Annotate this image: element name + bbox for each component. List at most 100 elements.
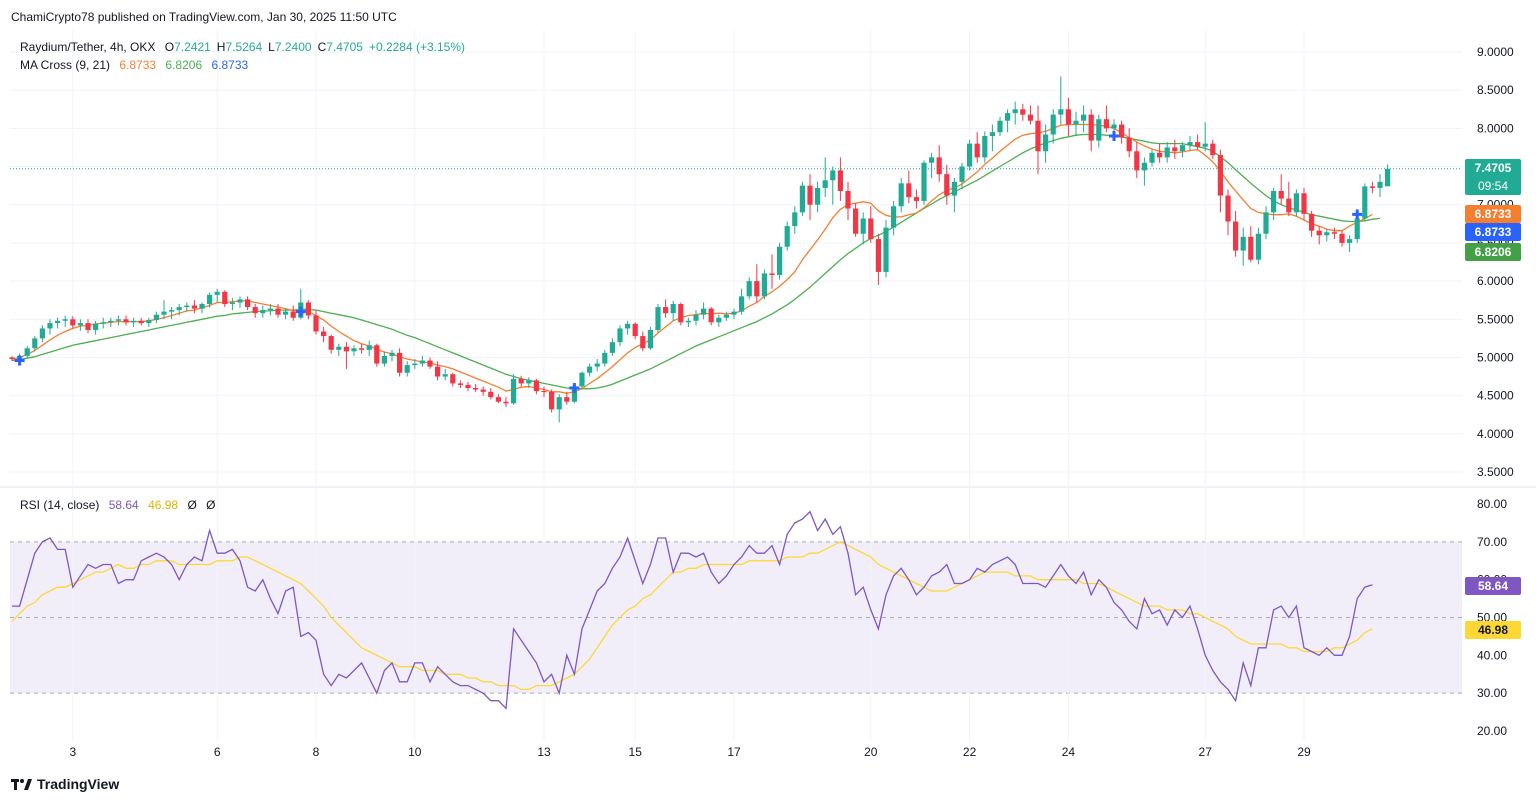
candle xyxy=(609,342,615,353)
candle xyxy=(419,360,425,364)
countdown-tag: 09:54 xyxy=(1465,177,1521,195)
ma-fast-tag: 6.8733 xyxy=(1465,205,1521,223)
rsi-ma-value: 46.98 xyxy=(148,498,179,512)
candle xyxy=(625,323,631,329)
candle xyxy=(1347,239,1353,243)
candle xyxy=(62,319,68,321)
candle xyxy=(1233,221,1239,251)
candle xyxy=(571,386,577,402)
candle xyxy=(237,299,243,303)
ma-slow-value: 6.8206 xyxy=(165,58,203,72)
candle xyxy=(731,311,737,315)
candle xyxy=(1255,233,1261,260)
rsi-tick-label: 30.00 xyxy=(1477,686,1507,700)
candle xyxy=(1103,119,1109,129)
candle xyxy=(267,308,273,311)
candle xyxy=(305,302,311,316)
candle xyxy=(815,187,821,205)
candle xyxy=(1081,114,1087,121)
candle xyxy=(283,311,289,315)
candle xyxy=(1354,218,1360,240)
candle xyxy=(1179,145,1185,152)
ma-cross-value: 6.8733 xyxy=(211,58,249,72)
candle xyxy=(229,302,235,304)
candle xyxy=(161,311,167,315)
candle xyxy=(822,180,828,188)
candle xyxy=(663,307,669,314)
footer-brand[interactable]: TradingView xyxy=(11,776,119,792)
candle xyxy=(723,314,729,318)
time-tick-label: 27 xyxy=(1199,745,1213,759)
candle xyxy=(100,322,106,324)
ma-label[interactable]: MA Cross (9, 21) xyxy=(20,58,111,72)
candle xyxy=(769,273,775,275)
candle xyxy=(898,183,904,207)
tradingview-logo-icon xyxy=(11,779,32,790)
candle xyxy=(1065,109,1071,125)
candle xyxy=(191,305,197,309)
candle xyxy=(777,246,783,275)
rsi-line xyxy=(12,510,1373,710)
candle xyxy=(169,310,175,312)
candle xyxy=(1362,186,1368,219)
candle xyxy=(176,307,182,311)
time-tick-label: 3 xyxy=(69,745,76,759)
candle xyxy=(1324,232,1330,236)
publisher-text: ChamiCrypto78 published on TradingView.c… xyxy=(11,10,397,24)
candle xyxy=(594,363,600,367)
candle xyxy=(708,308,714,323)
candle xyxy=(457,383,463,385)
candle xyxy=(526,380,532,384)
price-tick-label: 5.5000 xyxy=(1477,312,1514,326)
candle xyxy=(556,397,562,410)
ma-slow-line xyxy=(11,133,1381,390)
candle xyxy=(123,319,129,323)
candle xyxy=(321,331,327,337)
ma-slow-tag: 6.8206 xyxy=(1465,243,1521,261)
candle xyxy=(670,304,676,314)
candle xyxy=(260,310,266,314)
candle xyxy=(77,323,83,326)
candle xyxy=(1225,195,1231,222)
candle xyxy=(853,208,859,234)
candle xyxy=(1202,143,1208,147)
candle xyxy=(473,388,479,390)
symbol-label[interactable]: Raydium/Tether, 4h, OKX xyxy=(20,40,156,54)
candle xyxy=(936,157,942,175)
candle xyxy=(366,345,372,350)
candle xyxy=(1331,232,1337,234)
candle xyxy=(1339,233,1345,243)
rsi-legend: RSI (14, close) 58.64 46.98 Ø Ø xyxy=(20,498,221,512)
candle xyxy=(967,143,973,167)
candle xyxy=(974,143,980,158)
footer-brand-label: TradingView xyxy=(37,776,120,792)
candle xyxy=(655,307,661,330)
candle xyxy=(199,304,205,309)
candle xyxy=(1271,190,1277,213)
candle xyxy=(632,323,638,337)
candle xyxy=(921,162,927,201)
candle xyxy=(207,294,213,304)
candle xyxy=(982,136,988,158)
candle xyxy=(997,120,1003,133)
time-tick-label: 20 xyxy=(864,745,878,759)
candle xyxy=(951,181,957,196)
candle xyxy=(701,308,707,315)
price-tick-label: 8.0000 xyxy=(1477,121,1514,135)
candle xyxy=(1096,119,1102,141)
candle xyxy=(883,227,889,272)
candle xyxy=(146,320,152,324)
candle xyxy=(511,378,517,404)
ohlc-values: O7.2421 H7.5264 L7.2400 C7.4705 +0.2284 (+3.… xyxy=(164,40,466,54)
candle xyxy=(39,328,45,339)
candle xyxy=(761,273,767,297)
time-tick-label: 10 xyxy=(408,745,422,759)
ma-fast-value: 6.8733 xyxy=(119,58,157,72)
rsi-label[interactable]: RSI (14, close) xyxy=(20,498,100,512)
candle xyxy=(442,374,448,377)
candle xyxy=(647,329,653,349)
candle xyxy=(55,320,61,324)
candle xyxy=(9,357,15,359)
candle xyxy=(351,348,357,352)
